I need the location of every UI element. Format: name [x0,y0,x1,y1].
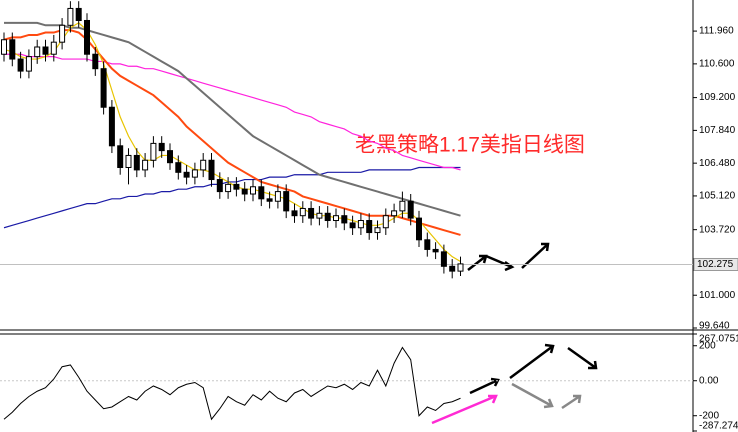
y-tick-label: 105.120 [699,191,736,202]
candle-body [200,159,207,171]
candle-body [50,41,57,55]
candle-body [432,248,439,253]
candle-body [424,239,431,250]
moving-average [4,21,461,217]
candle-body [175,162,182,173]
candle-body [241,188,248,195]
candle-body [216,179,223,193]
candle-body [324,212,331,222]
y-tick-label: 200 [699,340,716,351]
candle-body [125,154,132,168]
y-tick-label: -287.274 [699,421,738,432]
candle-body [9,39,16,60]
y-tick-label: 110.600 [699,59,735,70]
candle-body [333,215,339,222]
candle-body [1,39,7,55]
candle-body [316,212,323,219]
candle-body [274,191,281,202]
candle-body [150,142,157,161]
candle-body [100,68,107,108]
candle-body [133,154,140,171]
candle-body [308,207,315,219]
candle-body [167,150,173,164]
y-tick-label: 0.00 [699,375,719,386]
y-tick-label: 111.960 [699,26,734,37]
moving-average [4,53,461,171]
candle-body [225,183,232,193]
candle-body [349,222,356,229]
candle-body [399,200,406,212]
candle-body [341,215,348,224]
candle-body [449,265,456,272]
candle-body [108,106,115,147]
candle-body [67,7,74,26]
candle-body [42,46,49,55]
y-tick-label: 99.640 [699,321,730,332]
candle-body [17,58,24,72]
y-tick-label: 107.840 [699,125,736,136]
candle-body [366,220,373,234]
y-tick-label: -200 [699,410,719,421]
candle-body [457,263,464,272]
y-tick-label: 267.0751 [699,334,738,345]
candle-body [183,171,190,178]
candle-body [208,159,215,181]
candle-body [25,56,32,72]
candle-body [374,227,381,234]
candle-body [266,198,273,202]
candle-body [142,159,149,171]
candle-body [382,215,389,229]
candle-body [440,251,447,267]
y-tick-label: 101.000 [699,290,736,301]
candle-body [291,210,298,217]
y-tick-label: 106.480 [699,158,736,169]
candle-body [283,191,290,212]
candle-body [84,19,90,55]
candle-body [75,7,82,21]
candle-body [117,145,124,168]
candle-body [191,169,198,178]
annotation: 老黑策略1.17美指日线图 [355,134,585,157]
candle-body [158,142,165,152]
last-price-box [693,257,738,271]
cci-line [3,346,461,421]
candle-body [391,210,398,217]
candle-body [258,186,265,200]
candle-body [59,24,66,43]
candle-body [357,220,364,229]
candle-body [34,46,41,58]
candle-body [250,186,256,195]
candle-body [92,53,99,70]
candle-body [299,207,306,217]
candle-body [233,183,240,190]
candle-body [416,217,422,241]
candle-body [407,200,414,219]
y-tick-label: 103.720 [699,224,736,235]
last-price-label: 102.275 [697,259,734,270]
y-tick-label: 109.200 [699,92,736,103]
moving-average [3,166,461,229]
